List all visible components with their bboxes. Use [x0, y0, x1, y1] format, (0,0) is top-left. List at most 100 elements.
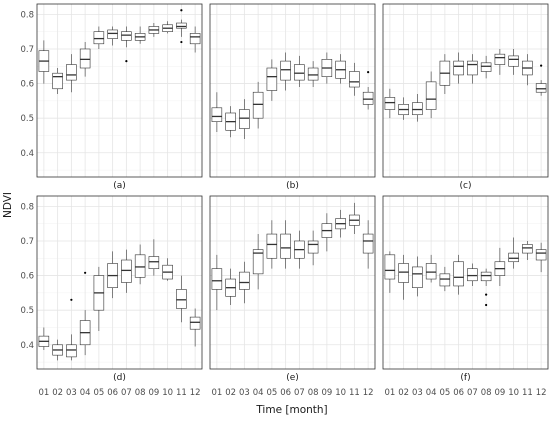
box-iqr: [176, 289, 187, 309]
panel-e: (e): [209, 195, 376, 383]
box-07: [467, 263, 478, 286]
x-tick-label: 04: [80, 388, 91, 398]
box-10: [162, 258, 173, 281]
panel-d: (d): [36, 195, 203, 383]
box-09: [494, 247, 506, 286]
x-tick-label: 07: [294, 388, 305, 398]
box-iqr: [535, 83, 547, 93]
box-06: [453, 52, 464, 84]
box-11: [349, 202, 360, 235]
box-iqr: [362, 91, 374, 105]
x-tick-label: 12: [363, 388, 374, 398]
panel-border: [382, 3, 549, 178]
panel-c: (c): [382, 3, 549, 191]
box-iqr: [425, 263, 437, 280]
panel-border: [209, 3, 376, 178]
box-05: [439, 266, 451, 292]
x-tick-label: 06: [280, 388, 291, 398]
panel-background: [383, 4, 548, 177]
y-tick-label: 0.5: [20, 114, 34, 124]
box-05: [266, 59, 278, 101]
box-12: [535, 242, 547, 273]
box-02: [52, 339, 63, 361]
box-06: [453, 254, 464, 295]
box-12: [362, 220, 374, 269]
x-tick-label: 02: [225, 388, 236, 398]
box-09: [321, 213, 333, 252]
x-tick-label: 11: [176, 388, 187, 398]
panel-background: [210, 196, 375, 369]
box-12: [535, 64, 547, 96]
box-12: [189, 26, 201, 53]
box-iqr: [508, 252, 519, 263]
box-10: [335, 54, 346, 84]
box-iqr: [252, 91, 264, 119]
y-tick-labels: 0.4 0.5 0.6 0.7 0.8 0.4 0.5 0.6 0.7 0.8: [20, 10, 34, 350]
box-03: [412, 93, 423, 122]
x-tick-label: 04: [426, 388, 437, 398]
panel-f: (f): [382, 195, 549, 383]
box-09: [148, 23, 160, 37]
box-04: [252, 81, 264, 129]
box-iqr: [439, 273, 451, 287]
x-tick-label: 05: [439, 388, 450, 398]
box-08: [480, 55, 492, 79]
box-iqr: [266, 233, 278, 259]
box-11: [522, 240, 533, 261]
x-tick-label: 02: [398, 388, 409, 398]
outlier-point: [485, 303, 488, 307]
box-05: [93, 26, 105, 49]
box-iqr: [384, 97, 396, 110]
y-tick-label: 0.7: [20, 237, 34, 247]
box-iqr: [349, 71, 360, 88]
x-tick-label: 09: [494, 388, 505, 398]
panel-label: (a): [113, 181, 126, 191]
box-iqr: [535, 249, 547, 261]
box-04: [252, 234, 264, 290]
box-iqr: [93, 31, 105, 45]
box-07: [121, 249, 132, 293]
y-tick-label: 0.8: [20, 10, 34, 20]
x-tick-labels: 01 02 03 04 05 06 07 08 09 10 11 12 01 02 03 04 05 06 07 08…: [38, 388, 546, 398]
box-iqr: [480, 271, 492, 282]
box-iqr: [453, 261, 464, 287]
panel-label: (c): [460, 181, 472, 191]
box-01: [211, 92, 223, 133]
box-06: [280, 52, 291, 91]
box-01: [384, 88, 396, 119]
x-tick-label: 04: [253, 388, 264, 398]
box-09: [494, 48, 506, 75]
box-iqr: [134, 254, 146, 278]
box-07: [294, 230, 305, 269]
x-tick-label: 01: [38, 388, 49, 398]
box-08: [307, 61, 319, 88]
box-12: [189, 308, 201, 347]
panel-border: [382, 195, 549, 370]
box-01: [38, 40, 50, 84]
panels-layer: (a) (b) (c) (d) (e) (f): [36, 3, 549, 383]
box-iqr: [280, 233, 291, 259]
box-03: [239, 261, 250, 304]
box-06: [107, 26, 118, 46]
box-iqr: [79, 48, 91, 69]
box-iqr: [148, 256, 160, 269]
panel-background: [37, 4, 202, 177]
x-tick-label: 12: [190, 388, 201, 398]
x-tick-label: 08: [308, 388, 319, 398]
x-tick-label: 06: [453, 388, 464, 398]
box-01: [211, 254, 223, 311]
panel-label: (f): [460, 373, 470, 383]
y-tick-label: 0.5: [20, 306, 34, 316]
box-08: [307, 230, 319, 266]
box-02: [398, 97, 409, 120]
panel-label: (e): [286, 373, 299, 383]
x-tick-label: 05: [93, 388, 104, 398]
box-03: [66, 54, 77, 93]
box-iqr: [467, 60, 478, 76]
box-iqr: [508, 55, 519, 67]
panel-label: (b): [286, 181, 299, 191]
x-tick-label: 03: [66, 388, 77, 398]
y-tick-label: 0.6: [20, 272, 34, 282]
x-tick-label: 09: [148, 388, 159, 398]
box-02: [52, 68, 63, 94]
